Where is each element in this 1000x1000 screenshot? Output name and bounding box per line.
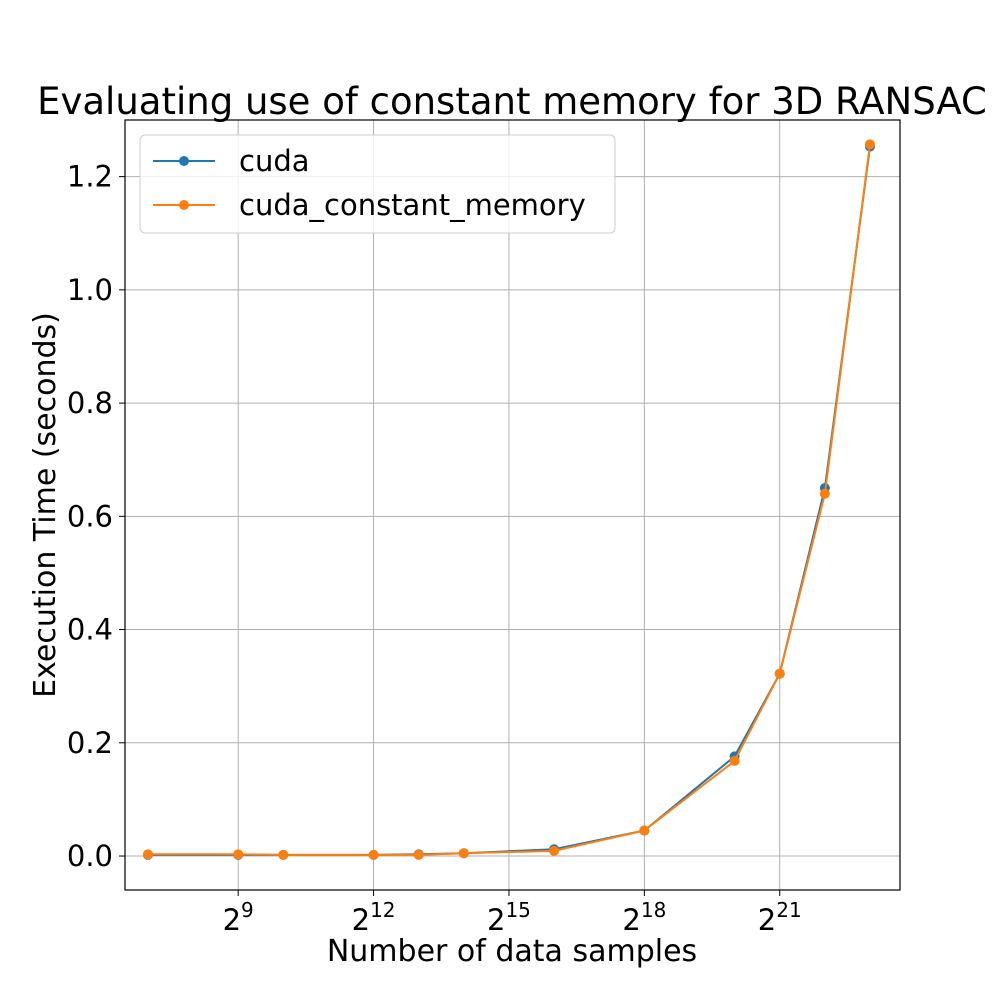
y-axis-label: Execution Time (seconds): [28, 312, 63, 698]
legend: cuda cuda_constant_memory: [139, 134, 616, 234]
y-tick-label: 0.6: [67, 499, 113, 533]
legend-label: cuda: [239, 144, 310, 178]
y-tick-label: 0.8: [67, 386, 113, 420]
plot-frame: [124, 119, 901, 891]
x-axis: 29 212 215 218 221: [223, 890, 802, 937]
legend-marker: [179, 156, 189, 166]
data-point: [458, 848, 469, 859]
series-cuda_constant_memory: [142, 139, 875, 860]
legend-label: cuda_constant_memory: [239, 188, 586, 222]
y-tick-label: 1.2: [67, 160, 113, 194]
y-tick-label: 0.0: [67, 839, 113, 873]
y-tick-label: 1.0: [67, 273, 113, 307]
x-tick-label: 218: [622, 898, 666, 937]
data-point: [278, 849, 289, 860]
x-axis-label: Number of data samples: [327, 934, 697, 969]
data-point: [368, 849, 379, 860]
series-layer: [142, 139, 875, 860]
legend-marker: [179, 200, 189, 210]
y-tick-label: 0.2: [67, 726, 113, 760]
data-point: [864, 139, 875, 150]
x-tick-label: 215: [487, 898, 531, 937]
data-point: [774, 668, 785, 679]
data-point: [413, 849, 424, 860]
chart-title: Evaluating use of constant memory for 3D…: [37, 80, 987, 123]
data-point: [729, 755, 740, 766]
data-point: [233, 849, 244, 860]
x-tick-label: 221: [758, 898, 802, 937]
data-point: [142, 849, 153, 860]
series-line: [147, 144, 871, 856]
y-tick-label: 0.4: [67, 613, 113, 647]
legend-box: [139, 134, 616, 234]
data-point: [639, 825, 650, 836]
data-point: [549, 845, 560, 856]
grid: [125, 120, 900, 890]
y-axis: 0.0 0.2 0.4 0.6 0.8 1.0 1.2: [67, 160, 125, 873]
data-point: [819, 488, 830, 499]
x-tick-label: 212: [352, 898, 396, 937]
x-tick-label: 29: [223, 898, 254, 937]
